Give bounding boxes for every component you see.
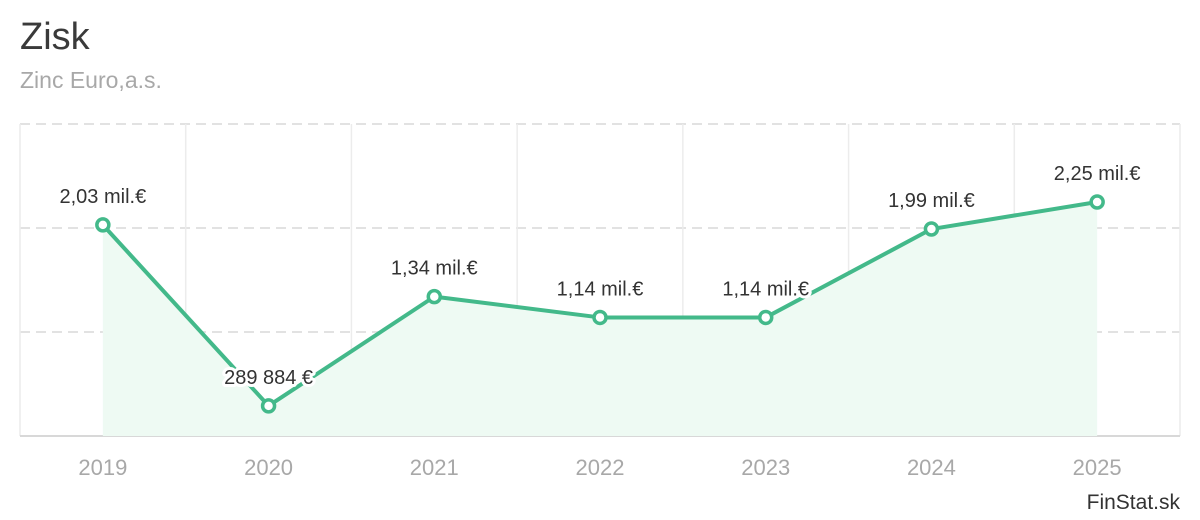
data-point bbox=[1089, 194, 1105, 210]
data-label: 1,34 mil.€ bbox=[391, 258, 478, 280]
data-label-halo: 289 884 € bbox=[224, 367, 313, 389]
data-label-halo: 1,99 mil.€ bbox=[888, 190, 975, 212]
chart-subtitle: Zinc Euro,a.s. bbox=[20, 67, 162, 93]
data-label-halo: 1,14 mil.€ bbox=[722, 278, 809, 300]
x-tick-layer: 2019 2020 2021 2022 2023 2024 2025 bbox=[78, 455, 1121, 480]
data-label-halo: 1,14 mil.€ bbox=[557, 278, 644, 300]
data-label-layer: 2,03 mil.€2,03 mil.€289 884 €289 884 €1,… bbox=[56, 160, 1143, 392]
data-label: 1,14 mil.€ bbox=[722, 278, 809, 300]
x-tick-label: 2025 bbox=[1073, 455, 1122, 480]
x-tick-label: 2024 bbox=[907, 455, 956, 480]
data-label: 2,03 mil.€ bbox=[59, 186, 146, 208]
data-point bbox=[426, 288, 443, 305]
x-tick-label: 2022 bbox=[576, 455, 625, 480]
data-point bbox=[95, 217, 111, 233]
data-point bbox=[592, 309, 608, 326]
data-label: 289 884 € bbox=[224, 367, 313, 389]
data-label: 2,25 mil.€ bbox=[1054, 163, 1141, 185]
point-layer bbox=[95, 194, 1105, 414]
x-tick-label: 2021 bbox=[410, 455, 459, 480]
data-label-halo: 2,03 mil.€ bbox=[59, 186, 146, 208]
data-label-halo: 2,25 mil.€ bbox=[1054, 163, 1141, 185]
data-label-halo: 1,34 mil.€ bbox=[391, 258, 478, 280]
x-tick-label: 2020 bbox=[244, 455, 293, 480]
x-tick-label: 2019 bbox=[78, 455, 127, 480]
x-tick-label: 2023 bbox=[741, 455, 790, 480]
chart-title: Zisk bbox=[20, 16, 90, 58]
data-point bbox=[260, 398, 277, 414]
data-point bbox=[757, 309, 774, 326]
data-label: 1,99 mil.€ bbox=[888, 190, 975, 212]
data-point bbox=[923, 221, 940, 237]
data-label: 1,14 mil.€ bbox=[557, 278, 644, 300]
finstat-brand[interactable]: FinStat.sk bbox=[1086, 491, 1180, 514]
